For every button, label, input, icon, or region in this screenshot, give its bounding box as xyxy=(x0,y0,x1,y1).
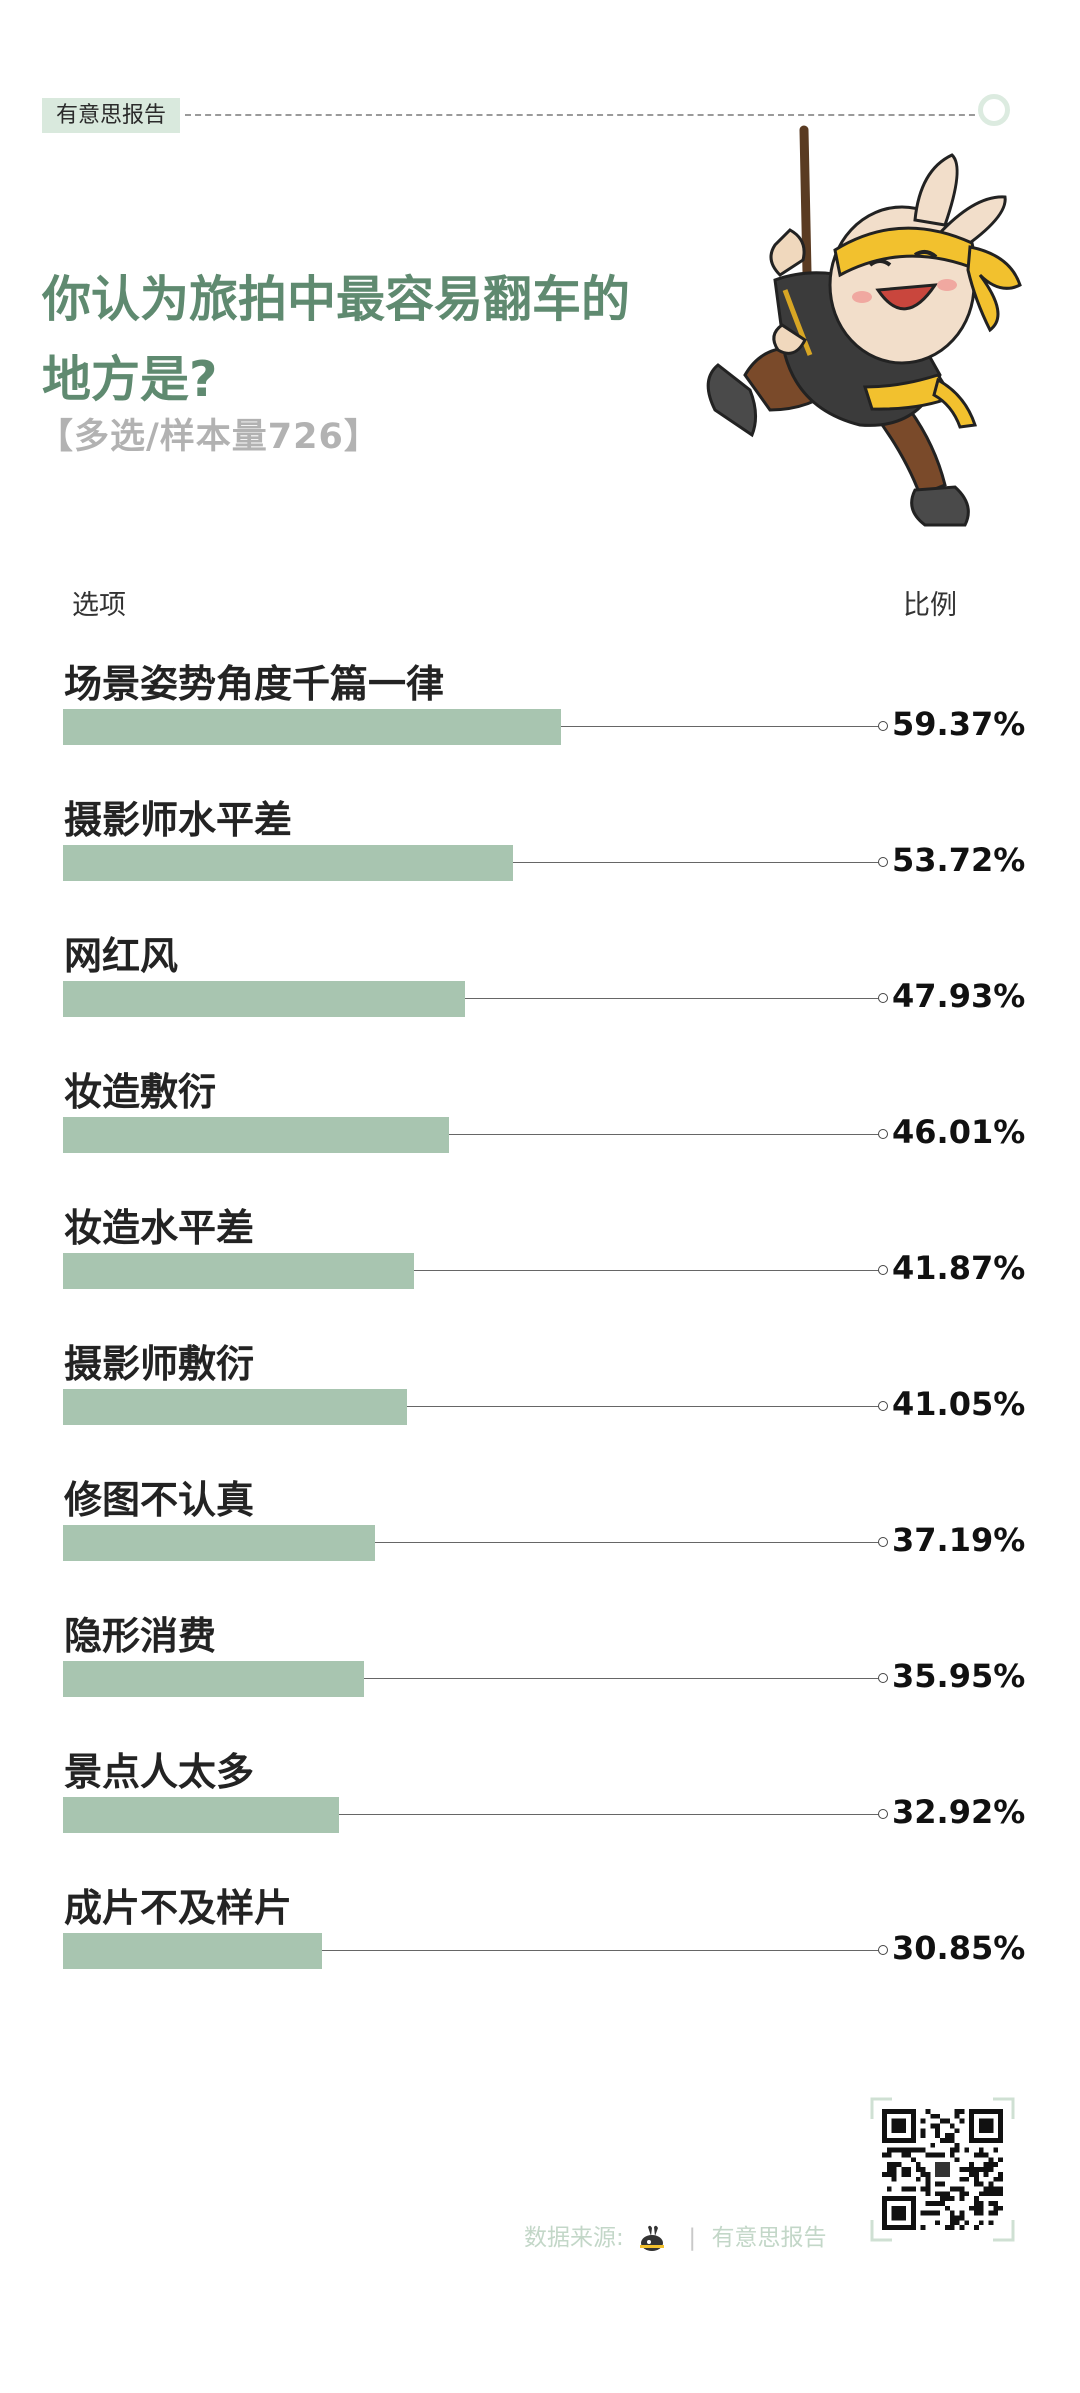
chart-row: 成片不及样片 30.85% xyxy=(0,1877,1080,1997)
category-label: 成片不及样片 xyxy=(64,1886,293,1930)
value-label: 37.19% xyxy=(892,1521,1026,1559)
bar xyxy=(63,981,465,1017)
leader-line xyxy=(414,1270,878,1271)
leader-line xyxy=(561,726,878,727)
chart-row: 妆造敷衍 46.01% xyxy=(0,1061,1080,1181)
data-source-separator: | xyxy=(688,2225,697,2251)
qr-code xyxy=(882,2109,1003,2230)
chart-row: 摄影师水平差 53.72% xyxy=(0,789,1080,909)
category-label: 摄影师水平差 xyxy=(64,798,293,842)
bar xyxy=(63,1389,407,1425)
value-label: 41.87% xyxy=(892,1249,1026,1287)
value-label: 59.37% xyxy=(892,705,1026,743)
chart-row: 场景姿势角度千篇一律 59.37% xyxy=(0,653,1080,773)
leader-dot xyxy=(878,721,888,731)
value-label: 53.72% xyxy=(892,841,1026,879)
category-label: 修图不认真 xyxy=(64,1478,255,1522)
column-header-ratio: 比例 xyxy=(903,590,957,621)
category-label: 妆造水平差 xyxy=(64,1206,255,1250)
category-label: 妆造敷衍 xyxy=(64,1070,217,1114)
bar xyxy=(63,845,513,881)
leader-dot xyxy=(878,857,888,867)
leader-dot xyxy=(878,1809,888,1819)
leader-dot xyxy=(878,1945,888,1955)
category-label: 摄影师敷衍 xyxy=(64,1342,255,1386)
leader-line xyxy=(407,1406,878,1407)
bar xyxy=(63,1661,364,1697)
qr-frame xyxy=(870,2097,1015,2242)
leader-line xyxy=(449,1134,878,1135)
chart-row: 修图不认真 37.19% xyxy=(0,1469,1080,1589)
leader-dot xyxy=(878,993,888,1003)
value-label: 47.93% xyxy=(892,977,1026,1015)
bar xyxy=(63,709,561,745)
leader-line xyxy=(322,1950,878,1951)
column-header-option: 选项 xyxy=(72,590,126,621)
chart-subtitle: 【多选/样本量726】 xyxy=(38,417,380,457)
bar xyxy=(63,1525,375,1561)
category-label: 景点人太多 xyxy=(64,1750,255,1794)
leader-line xyxy=(339,1814,878,1815)
chart-row: 妆造水平差 41.87% xyxy=(0,1197,1080,1317)
bar xyxy=(63,1253,414,1289)
data-source-label: 数据来源: xyxy=(524,2225,624,2251)
rabbit-mascot-illustration xyxy=(706,125,1022,527)
data-source-name: 有意思报告 xyxy=(711,2225,827,2251)
chart-row: 景点人太多 32.92% xyxy=(0,1741,1080,1861)
leader-dot xyxy=(878,1401,888,1411)
chart-row: 隐形消费 35.95% xyxy=(0,1605,1080,1725)
leader-dot xyxy=(878,1265,888,1275)
bar xyxy=(63,1117,449,1153)
data-source: 数据来源: | 有意思报告 xyxy=(524,2218,826,2254)
leader-dot xyxy=(878,1537,888,1547)
chart-row: 网红风 47.93% xyxy=(0,925,1080,1045)
leader-dot xyxy=(878,1673,888,1683)
value-label: 32.92% xyxy=(892,1793,1026,1831)
category-label: 场景姿势角度千篇一律 xyxy=(64,662,445,706)
value-label: 41.05% xyxy=(892,1385,1026,1423)
chart-title: 你认为旅拍中最容易翻车的地方是? xyxy=(42,271,631,408)
bunny-logo-icon xyxy=(640,2225,665,2251)
header-dashed-line xyxy=(185,114,985,116)
value-label: 35.95% xyxy=(892,1657,1026,1695)
bar xyxy=(63,1933,322,1969)
leader-line xyxy=(465,998,878,999)
value-label: 46.01% xyxy=(892,1113,1026,1151)
header-end-circle xyxy=(978,94,1010,126)
leader-line xyxy=(375,1542,878,1543)
leader-dot xyxy=(878,1129,888,1139)
leader-line xyxy=(364,1678,878,1679)
leader-line xyxy=(513,862,878,863)
category-label: 隐形消费 xyxy=(64,1614,217,1658)
bar xyxy=(63,1797,339,1833)
category-label: 网红风 xyxy=(64,934,179,978)
brand-tag: 有意思报告 xyxy=(42,98,181,133)
value-label: 30.85% xyxy=(892,1929,1026,1967)
chart-row: 摄影师敷衍 41.05% xyxy=(0,1333,1080,1453)
